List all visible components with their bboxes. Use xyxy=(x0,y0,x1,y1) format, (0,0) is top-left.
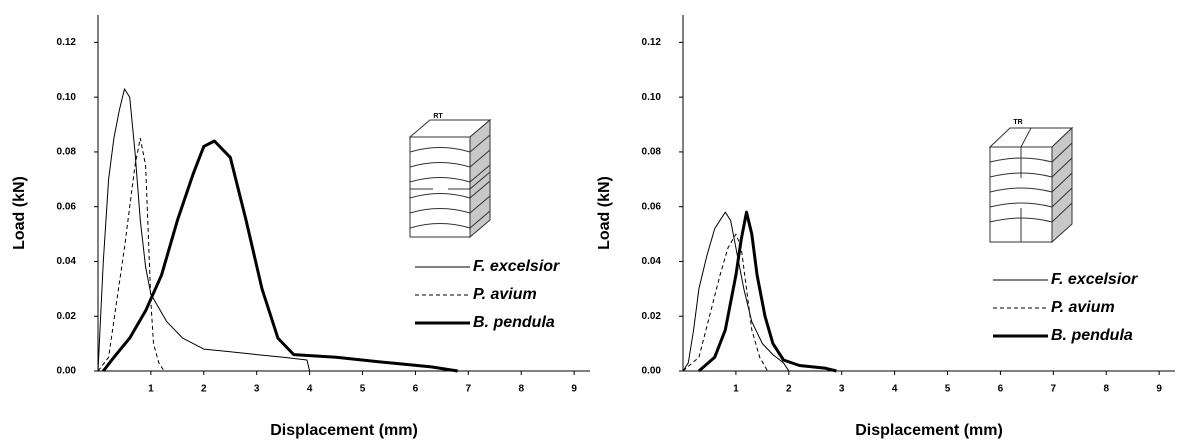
x-tick-label: 8 xyxy=(518,384,524,395)
y-tick-label: 0.12 xyxy=(642,37,662,48)
x-tick-label: 8 xyxy=(1103,384,1109,395)
y-tick-label: 0.10 xyxy=(57,92,77,103)
y-tick-label: 0.10 xyxy=(642,92,662,103)
data-line xyxy=(697,210,837,373)
x-axis-label: Displacement (mm) xyxy=(855,422,1003,439)
y-tick-label: 0.00 xyxy=(57,366,77,377)
x-tick-label: 1 xyxy=(148,384,154,395)
y-axis-label: Load (kN) xyxy=(11,176,28,250)
y-tick-label: 0.04 xyxy=(57,256,77,267)
legend-label: B. pendula xyxy=(1051,327,1133,344)
x-tick-label: 9 xyxy=(571,384,577,395)
x-tick-label: 5 xyxy=(360,384,366,395)
legend-label: F. excelsior xyxy=(1051,271,1138,288)
inset-label: RT xyxy=(433,113,443,120)
legend-label: F. excelsior xyxy=(473,258,560,275)
y-tick-label: 0.04 xyxy=(642,256,662,267)
x-axis-label: Displacement (mm) xyxy=(270,422,418,439)
y-tick-label: 0.06 xyxy=(642,201,662,212)
x-tick-label: 3 xyxy=(254,384,260,395)
x-tick-label: 7 xyxy=(1051,384,1057,395)
y-tick-label: 0.06 xyxy=(57,201,77,212)
y-tick-label: 0.00 xyxy=(642,366,662,377)
legend-label: P. avium xyxy=(473,286,537,303)
data-line xyxy=(102,139,458,373)
y-axis-label: Load (kN) xyxy=(596,176,613,250)
data-line xyxy=(682,233,769,372)
specimen-diagram: TR xyxy=(988,119,1074,244)
x-tick-label: 6 xyxy=(413,384,419,395)
specimen-diagram: RT xyxy=(408,113,492,239)
legend-label: P. avium xyxy=(1051,299,1115,316)
legend-label: B. pendula xyxy=(473,314,555,331)
data-line xyxy=(97,88,311,372)
inset-label: TR xyxy=(1013,119,1022,126)
data-line xyxy=(682,211,790,372)
y-tick-label: 0.02 xyxy=(57,311,77,322)
x-tick-label: 1 xyxy=(733,384,739,395)
y-tick-label: 0.08 xyxy=(642,147,662,158)
y-tick-label: 0.08 xyxy=(57,147,77,158)
x-tick-label: 3 xyxy=(839,384,845,395)
x-tick-label: 2 xyxy=(786,384,792,395)
x-tick-label: 7 xyxy=(466,384,472,395)
x-tick-label: 4 xyxy=(892,384,898,395)
x-tick-label: 5 xyxy=(945,384,951,395)
x-tick-label: 2 xyxy=(201,384,207,395)
x-tick-label: 6 xyxy=(998,384,1004,395)
x-tick-label: 9 xyxy=(1156,384,1162,395)
x-tick-label: 4 xyxy=(307,384,313,395)
y-tick-label: 0.12 xyxy=(57,37,77,48)
data-line xyxy=(97,137,165,372)
y-tick-label: 0.02 xyxy=(642,311,662,322)
